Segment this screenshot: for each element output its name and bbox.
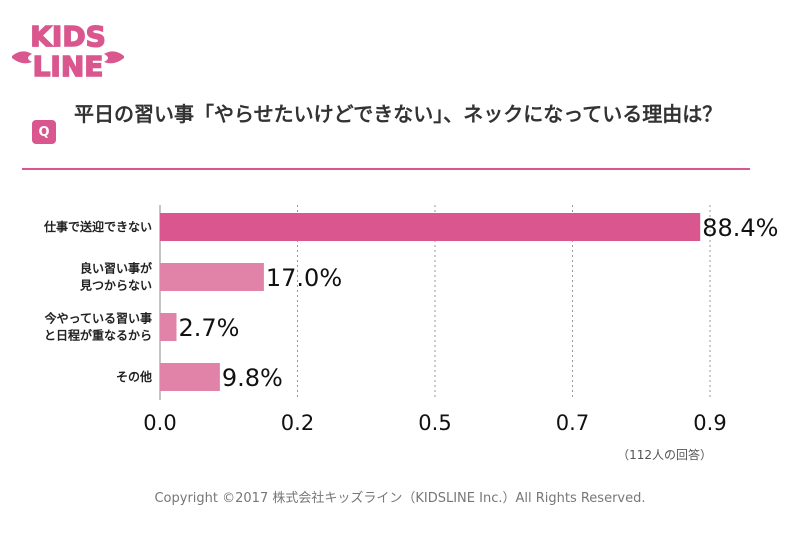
kidsline-logo: KIDS LINE	[12, 19, 124, 84]
logo-text-top: KIDS	[30, 20, 106, 53]
title-divider	[22, 168, 750, 170]
category-label: その他	[116, 369, 152, 384]
bar	[160, 363, 220, 391]
copyright-text: Copyright ©2017 株式会社キッズライン（KIDSLINE Inc.…	[154, 491, 646, 506]
x-tick-label: 0.7	[556, 411, 589, 435]
category-label: と日程が重なるから	[44, 328, 152, 343]
sample-size-note: （112人の回答）	[617, 448, 712, 462]
logo-wings-left-icon	[12, 51, 32, 64]
data-label: 2.7%	[179, 314, 240, 342]
category-label: 見つからない	[79, 278, 152, 293]
bar	[160, 313, 177, 341]
category-label: 今やっている習い事	[44, 311, 152, 326]
bar	[160, 263, 264, 291]
question-badge: Q	[32, 120, 56, 144]
data-label: 17.0%	[266, 264, 342, 292]
x-tick-label: 0.5	[418, 411, 451, 435]
logo-wings-right-icon	[104, 51, 124, 64]
x-tick-label: 0.9	[693, 411, 726, 435]
data-label: 9.8%	[222, 364, 283, 392]
data-label: 88.4%	[702, 214, 778, 242]
bar	[160, 213, 701, 241]
category-label: 良い習い事が	[80, 261, 152, 276]
category-label: 仕事で送迎できない	[43, 219, 152, 234]
x-tick-label: 0.2	[281, 411, 314, 435]
logo-text-bottom: LINE	[33, 50, 104, 83]
question-title: 平日の習い事「やらせたいけどできない」、ネックになっている理由は？	[74, 102, 723, 126]
x-tick-label: 0.0	[143, 411, 176, 435]
